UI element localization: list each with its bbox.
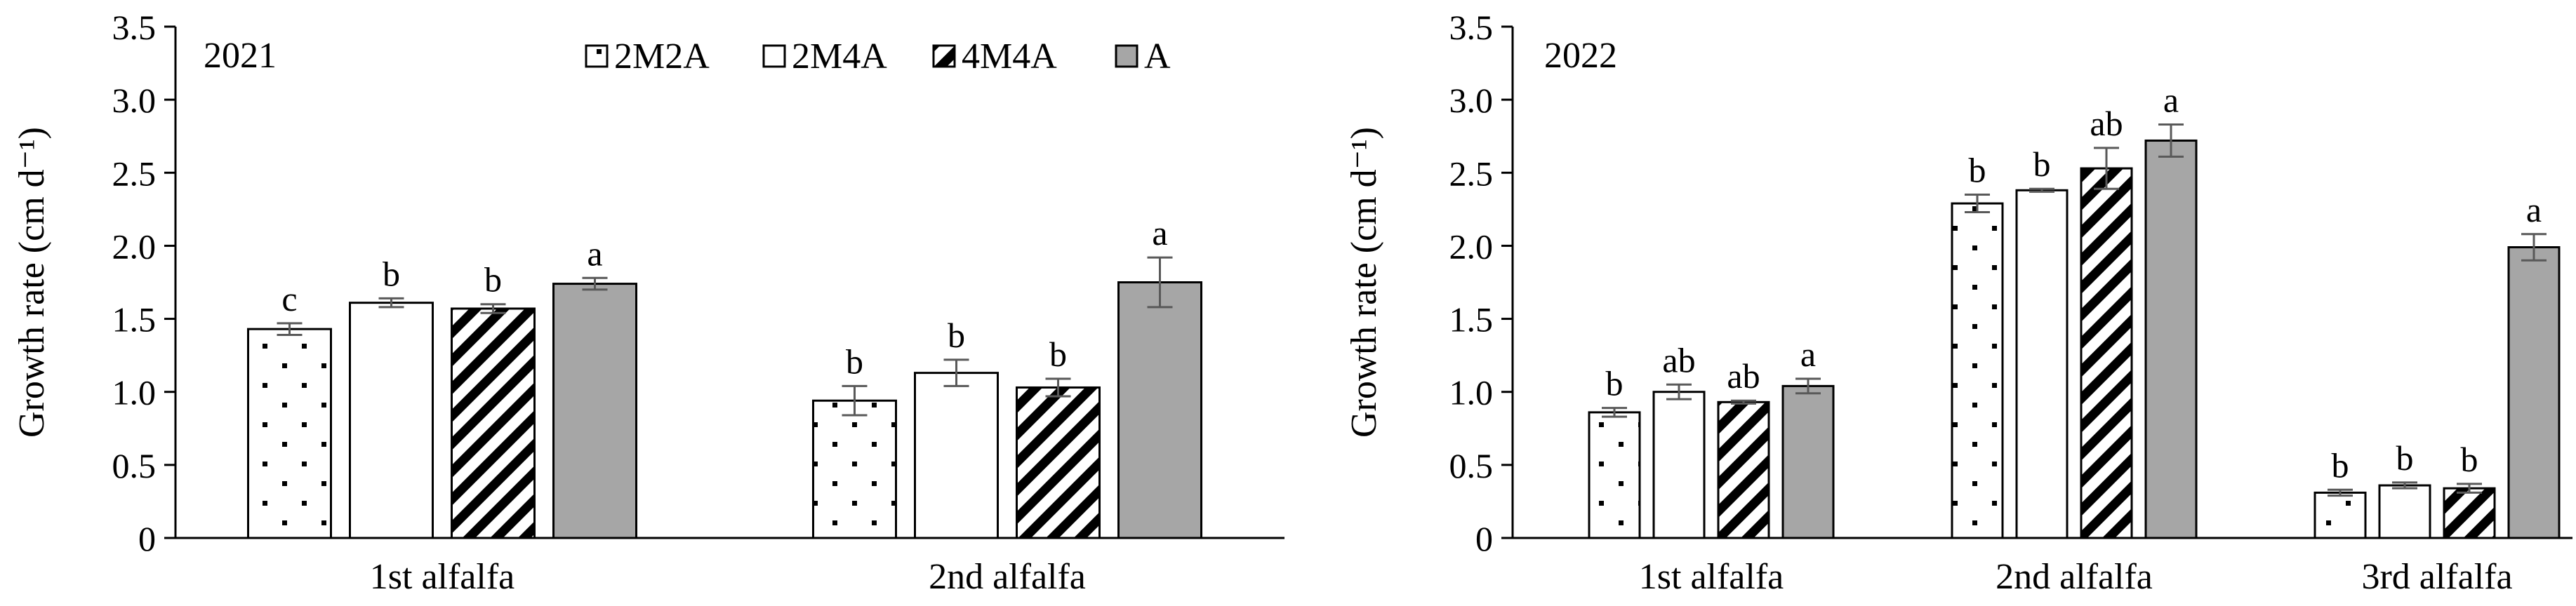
significance-letter: b: [2033, 144, 2051, 184]
y-tick-label: 1.0: [112, 373, 157, 412]
significance-letter: b: [2332, 445, 2349, 485]
significance-letter: ab: [2090, 104, 2123, 143]
significance-letter: b: [1969, 151, 1986, 190]
bar-A-2nd-alfalfa: [2144, 139, 2198, 539]
y-axis-title: Growth rate (cm d⁻¹): [1344, 127, 1384, 438]
y-tick-label: 3.5: [1449, 8, 1494, 47]
bar-4M4A-1st-alfalfa: [451, 307, 536, 539]
bar-4M4A-2nd-alfalfa: [1016, 386, 1101, 539]
significance-letter: ab: [1727, 356, 1760, 396]
chart-panels: 0 0.5 1.0 1.5 2.0 2.5 3.0 3.5 Growth rate (cm d⁻…: [12, 8, 2572, 597]
significance-letter: b: [383, 254, 400, 293]
bar-2M2A-3rd-alfalfa: [2313, 491, 2367, 539]
bar-2M2A-1st-alfalfa: [1588, 411, 1641, 539]
significance-letter: a: [2163, 81, 2179, 120]
bar-A-1st-alfalfa: [552, 283, 637, 539]
legend-swatch: [585, 44, 609, 68]
x-category-label: 1st alfalfa: [1639, 557, 1784, 597]
legend-item-2M4A: 2M4A: [762, 36, 887, 76]
legend: 2M2A 2M4A 4M4A A: [585, 36, 1171, 76]
bar-2M2A-2nd-alfalfa: [1951, 202, 2004, 539]
y-tick-label: 1.0: [1449, 373, 1494, 412]
y-tick-label: 3.0: [112, 81, 157, 120]
y-axis-title: Growth rate (cm d⁻¹): [12, 127, 52, 438]
bar-A-1st-alfalfa: [1781, 384, 1835, 539]
bar-A-2nd-alfalfa: [1117, 281, 1202, 539]
bar-2M4A-1st-alfalfa: [349, 302, 434, 539]
y-tick-label: 2.0: [1449, 227, 1494, 266]
bar-A-3rd-alfalfa: [2507, 246, 2561, 539]
significance-letter: c: [281, 279, 297, 318]
x-category-label: 1st alfalfa: [370, 557, 514, 597]
significance-letter: a: [2526, 190, 2542, 229]
bar-2M2A-1st-alfalfa: [247, 328, 332, 539]
y-tick-label: 0.5: [1449, 446, 1494, 485]
bar-2M4A-3rd-alfalfa: [2378, 484, 2431, 539]
y-tick-label: 2.5: [112, 154, 157, 193]
significance-letter: b: [1606, 364, 1624, 403]
bar-2M4A-2nd-alfalfa: [914, 372, 999, 539]
bar-4M4A-3rd-alfalfa: [2443, 487, 2496, 539]
y-tick-label: 1.5: [112, 300, 157, 339]
y-tick-label: 2.0: [112, 227, 157, 266]
significance-letter: a: [1800, 335, 1816, 374]
legend-label: 2M4A: [792, 36, 887, 76]
significance-letter: b: [2396, 438, 2414, 478]
x-category-label: 2nd alfalfa: [1996, 557, 2153, 597]
legend-swatch: [932, 44, 956, 68]
legend-label: 2M2A: [614, 36, 710, 76]
y-tick-label: 0: [1475, 519, 1493, 558]
legend-label: A: [1144, 36, 1171, 76]
significance-letter: ab: [1662, 340, 1695, 379]
significance-letter: a: [587, 234, 602, 273]
y-tick-label: 2.5: [1449, 154, 1494, 193]
x-category-label: 2nd alfalfa: [929, 557, 1086, 597]
chart-panel-2021: 0 0.5 1.0 1.5 2.0 2.5 3.0 3.5 Growth rate (cm d⁻…: [12, 8, 1284, 597]
y-tick-label: 0.5: [112, 446, 157, 485]
legend-item-4M4A: 4M4A: [932, 36, 1057, 76]
significance-letter: b: [846, 342, 863, 381]
significance-letter: b: [948, 316, 965, 355]
legend-item-2M2A: 2M2A: [585, 36, 710, 76]
significance-letter: a: [1152, 213, 1167, 252]
legend-item-A: A: [1115, 36, 1171, 76]
bar-2M2A-2nd-alfalfa: [812, 399, 897, 539]
bar-2M4A-2nd-alfalfa: [2015, 189, 2069, 539]
significance-letter: b: [2461, 440, 2478, 479]
bar-4M4A-2nd-alfalfa: [2080, 167, 2133, 539]
legend-swatch: [1115, 44, 1138, 68]
bar-2M4A-1st-alfalfa: [1652, 391, 1706, 539]
x-category-label: 3rd alfalfa: [2361, 557, 2512, 597]
legend-swatch: [762, 44, 786, 68]
panel-year-label: 2021: [204, 36, 277, 76]
significance-letter: b: [484, 260, 502, 299]
y-tick-label: 0: [138, 519, 156, 558]
panel-year-label: 2022: [1544, 36, 1617, 76]
y-tick-label: 3.5: [112, 8, 157, 47]
y-tick-label: 1.5: [1449, 300, 1494, 339]
chart-panel-2022: 0 0.5 1.0 1.5 2.0 2.5 3.0 3.5 Growth rate (cm d⁻…: [1344, 8, 2572, 597]
legend-label: 4M4A: [962, 36, 1057, 76]
bar-4M4A-1st-alfalfa: [1717, 400, 1770, 539]
y-tick-label: 3.0: [1449, 81, 1494, 120]
significance-letter: b: [1049, 335, 1067, 374]
